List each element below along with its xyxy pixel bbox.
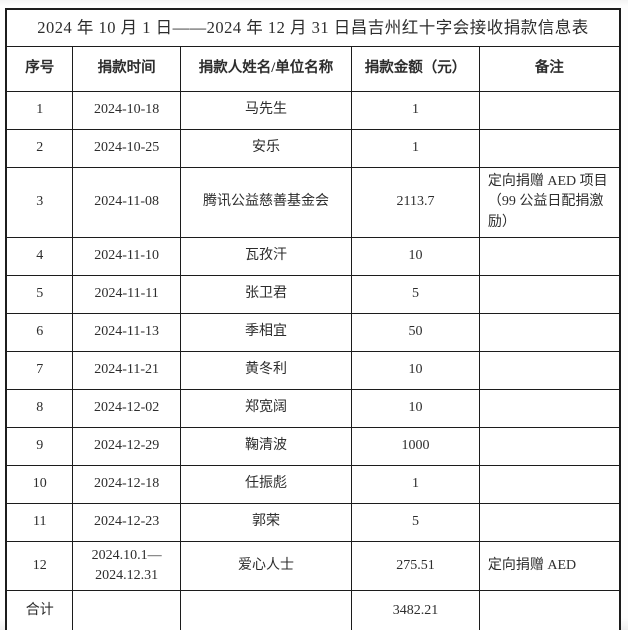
column-header-remark: 备注 [478, 46, 621, 92]
cell-date: 2024-12-02 [72, 388, 181, 428]
column-header-name: 捐款人姓名/单位名称 [179, 46, 353, 92]
cell-date: 2024-12-18 [72, 464, 181, 504]
cell-remark [478, 274, 621, 314]
column-header-serial: 序号 [5, 46, 74, 92]
table-row: 8 2024-12-02 郑宽阔 10 [5, 388, 621, 428]
cell-serial: 3 [5, 167, 74, 238]
cell-amount: 1000 [351, 426, 480, 466]
table-row: 11 2024-12-23 郭荣 5 [5, 502, 621, 542]
cell-serial: 1 [5, 91, 74, 130]
cell-amount: 5 [351, 502, 480, 542]
cell-date: 2024-12-29 [72, 426, 181, 466]
table-row: 4 2024-11-10 瓦孜汗 10 [5, 236, 621, 276]
cell-date: 2024-10-18 [72, 91, 181, 130]
donation-table: 2024 年 10 月 1 日——2024 年 12 月 31 日昌吉州红十字会… [5, 8, 621, 630]
cell-serial: 10 [5, 464, 74, 504]
table-row: 6 2024-11-13 季相宜 50 [5, 312, 621, 352]
cell-serial: 9 [5, 426, 74, 466]
total-date-cell [72, 590, 181, 630]
cell-name: 腾讯公益慈善基金会 [179, 167, 353, 238]
cell-name: 安乐 [179, 129, 353, 168]
total-name-cell [179, 590, 353, 630]
cell-remark [478, 91, 621, 130]
cell-amount: 10 [351, 236, 480, 276]
cell-remark [478, 502, 621, 542]
cell-date: 2024-12-23 [72, 502, 181, 542]
cell-serial: 5 [5, 274, 74, 314]
cell-date: 2024-10-25 [72, 129, 181, 168]
cell-name: 鞠清波 [179, 426, 353, 466]
cell-amount: 10 [351, 388, 480, 428]
cell-name: 瓦孜汗 [179, 236, 353, 276]
cell-amount: 1 [351, 129, 480, 168]
cell-date: 2024-11-13 [72, 312, 181, 352]
cell-remark: 定向捐赠 AED 项目（99 公益日配捐激励） [478, 167, 621, 238]
cell-serial: 7 [5, 350, 74, 390]
cell-remark: 定向捐赠 AED [478, 540, 621, 592]
cell-amount: 1 [351, 91, 480, 130]
cell-amount: 50 [351, 312, 480, 352]
cell-remark [478, 236, 621, 276]
total-amount: 3482.21 [351, 590, 480, 630]
table-title: 2024 年 10 月 1 日——2024 年 12 月 31 日昌吉州红十字会… [5, 8, 621, 47]
cell-amount: 10 [351, 350, 480, 390]
table-row: 5 2024-11-11 张卫君 5 [5, 274, 621, 314]
cell-remark [478, 426, 621, 466]
cell-date: 2024-11-21 [72, 350, 181, 390]
cell-name: 爱心人士 [179, 540, 353, 592]
total-row: 合计 3482.21 [5, 590, 621, 630]
cell-serial: 8 [5, 388, 74, 428]
cell-amount: 275.51 [351, 540, 480, 592]
cell-serial: 11 [5, 502, 74, 542]
table-title-row: 2024 年 10 月 1 日——2024 年 12 月 31 日昌吉州红十字会… [5, 8, 621, 47]
cell-serial: 4 [5, 236, 74, 276]
cell-name: 马先生 [179, 91, 353, 130]
table-row: 2 2024-10-25 安乐 1 [5, 129, 621, 168]
table-row: 7 2024-11-21 黄冬利 10 [5, 350, 621, 390]
cell-name: 郑宽阔 [179, 388, 353, 428]
cell-amount: 5 [351, 274, 480, 314]
table-header-row: 序号 捐款时间 捐款人姓名/单位名称 捐款金额（元） 备注 [5, 46, 621, 92]
cell-remark [478, 350, 621, 390]
cell-date: 2024-11-10 [72, 236, 181, 276]
cell-amount: 2113.7 [351, 167, 480, 238]
table-row: 10 2024-12-18 任振彪 1 [5, 464, 621, 504]
cell-serial: 2 [5, 129, 74, 168]
cell-date: 2024.10.1— 2024.12.31 [72, 540, 181, 592]
cell-name: 郭荣 [179, 502, 353, 542]
cell-remark [478, 388, 621, 428]
table-row: 12 2024.10.1— 2024.12.31 爱心人士 275.51 定向捐… [5, 540, 621, 592]
column-header-date: 捐款时间 [72, 46, 181, 92]
column-header-amount: 捐款金额（元） [351, 46, 480, 92]
cell-name: 张卫君 [179, 274, 353, 314]
cell-amount: 1 [351, 464, 480, 504]
cell-date: 2024-11-11 [72, 274, 181, 314]
cell-serial: 6 [5, 312, 74, 352]
cell-serial: 12 [5, 540, 74, 592]
cell-name: 任振彪 [179, 464, 353, 504]
cell-remark [478, 464, 621, 504]
cell-name: 黄冬利 [179, 350, 353, 390]
table-body: 1 2024-10-18 马先生 1 2 2024-10-25 安乐 1 3 2… [5, 91, 621, 592]
cell-remark [478, 312, 621, 352]
total-remark-cell [478, 590, 621, 630]
cell-date: 2024-11-08 [72, 167, 181, 238]
cell-name: 季相宜 [179, 312, 353, 352]
table-row: 1 2024-10-18 马先生 1 [5, 91, 621, 130]
table-row: 9 2024-12-29 鞠清波 1000 [5, 426, 621, 466]
total-label: 合计 [5, 590, 74, 630]
table-row: 3 2024-11-08 腾讯公益慈善基金会 2113.7 定向捐赠 AED 项… [5, 167, 621, 238]
cell-remark [478, 129, 621, 168]
